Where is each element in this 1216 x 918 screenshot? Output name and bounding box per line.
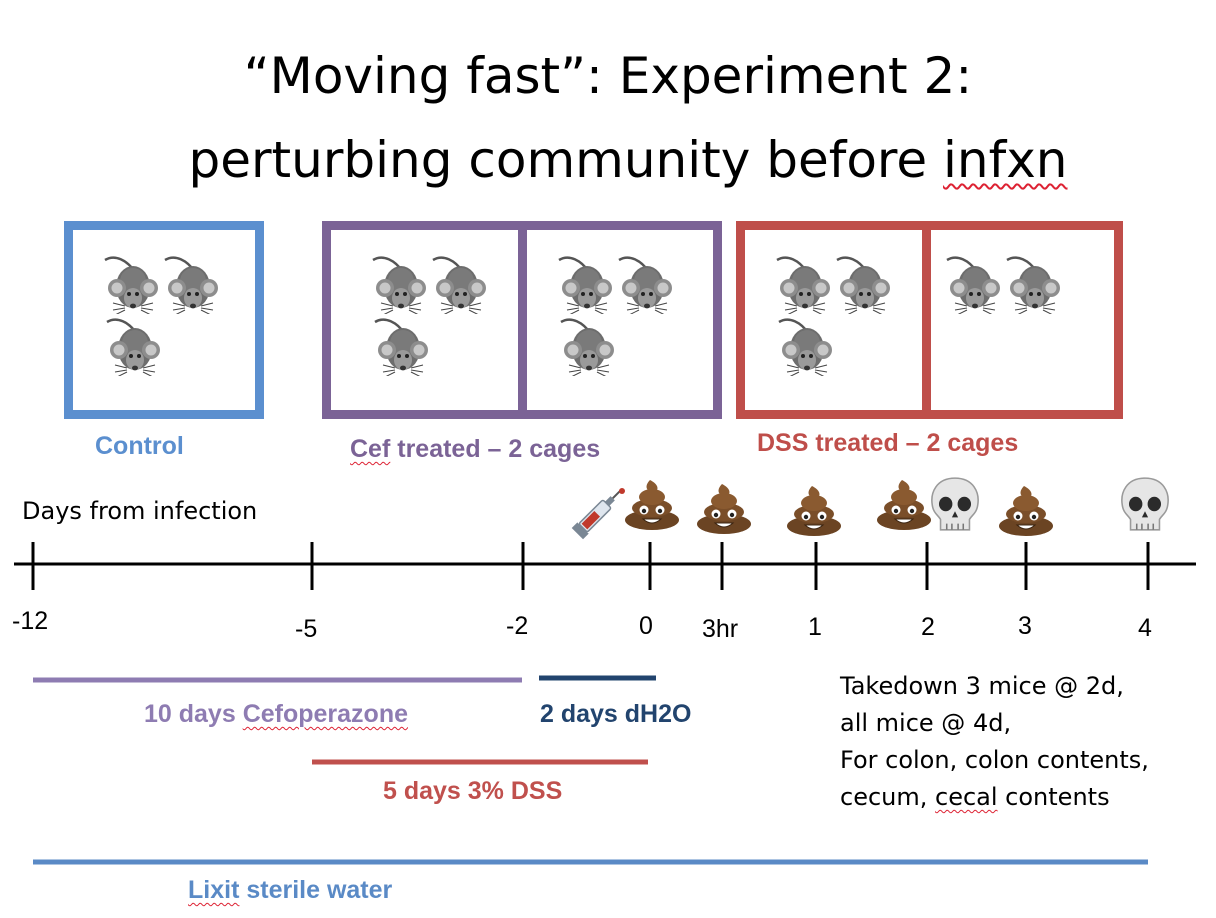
dh2o-label: 2 days dH2O xyxy=(540,700,692,728)
mouse-icon xyxy=(559,318,616,376)
mouse-icon xyxy=(103,256,160,314)
mouse-icon xyxy=(557,256,614,314)
tick-label: 3hr xyxy=(702,615,739,643)
mouse-icon xyxy=(373,318,430,376)
tick-label: 2 xyxy=(921,613,935,641)
skull-icon xyxy=(1121,477,1169,531)
note-line: For colon, colon contents, xyxy=(840,746,1149,774)
mouse-icon xyxy=(431,256,488,314)
mouse-icon xyxy=(163,256,220,314)
skull-icon xyxy=(931,477,979,531)
poop-icon xyxy=(786,485,842,537)
takedown-notes: Takedown 3 mice @ 2d, all mice @ 4d, For… xyxy=(840,668,1149,816)
mouse-icon xyxy=(835,256,892,314)
syringe-icon xyxy=(570,483,628,541)
poop-icon xyxy=(696,483,752,535)
dss-label-bar: 5 days 3% DSS xyxy=(383,777,563,805)
timeline-axis xyxy=(14,542,1196,590)
mouse-icon xyxy=(371,256,428,314)
poop-icon xyxy=(624,479,680,531)
dss-label: DSS treated – 2 cages xyxy=(757,429,1019,457)
sterile-water-label: Lixit sterile water xyxy=(188,876,393,904)
tick-label: -12 xyxy=(12,607,49,635)
title-text: perturbing community before xyxy=(188,131,944,189)
cef-cage-1 xyxy=(322,221,527,419)
tick-label: -5 xyxy=(295,615,318,643)
note-line: Takedown 3 mice @ 2d, xyxy=(840,672,1124,700)
tick-label: 4 xyxy=(1138,614,1152,642)
cef-label-rest: treated – 2 cages xyxy=(390,435,601,463)
control-label: Control xyxy=(95,432,184,460)
mouse-icon xyxy=(777,318,834,376)
cef-label: Cef treated – 2 cages xyxy=(350,435,601,463)
mouse-icon xyxy=(617,256,674,314)
control-cage xyxy=(64,221,264,419)
cefoperazone-label: 10 days Cefoperazone xyxy=(144,700,408,728)
cef-cage-2 xyxy=(518,221,722,419)
note-line: cecum, cecal contents xyxy=(840,783,1110,811)
mouse-icon xyxy=(945,256,1002,314)
mouse-icon xyxy=(1005,256,1062,314)
slide-title-line1: “Moving fast”: Experiment 2: xyxy=(243,47,973,105)
title-misspelled-word: infxn xyxy=(943,131,1068,189)
tick-label: 0 xyxy=(639,612,653,640)
dss-cage-2 xyxy=(922,221,1123,419)
timeline-caption: Days from infection xyxy=(22,497,258,525)
note-line: all mice @ 4d, xyxy=(840,709,1012,737)
dss-cage-1 xyxy=(736,221,934,419)
poop-icon xyxy=(998,485,1054,537)
mouse-icon xyxy=(105,318,162,376)
treatment-bars xyxy=(33,675,1148,865)
tick-label: -2 xyxy=(506,612,529,640)
tick-label: 3 xyxy=(1018,612,1032,640)
tick-label: 1 xyxy=(808,613,822,641)
slide-title-line2: perturbing community before infxn xyxy=(40,126,1216,194)
mouse-icon xyxy=(775,256,832,314)
